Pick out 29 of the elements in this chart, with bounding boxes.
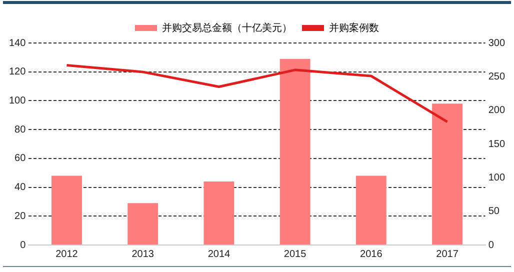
x-tick-label: 2017 [436,248,459,260]
y-tick-label: 0 [20,240,26,251]
y2-tick-label: 250 [488,71,506,82]
legend-label: 并购案例数 [329,22,379,34]
y-tick-label: 20 [14,210,26,222]
x-tick-label: 2016 [360,248,383,260]
y-tick-label: 80 [14,124,26,136]
y2-tick-label: 150 [488,138,506,150]
bar [356,176,386,244]
bar [52,176,82,244]
y2-tick-label: 0 [488,240,494,251]
y-tick-label: 120 [8,66,26,78]
x-tick-label: 2015 [284,248,307,260]
y2-tick-label: 300 [488,38,506,49]
y2-tick-label: 200 [488,105,506,116]
y2-tick-label: 100 [488,172,506,184]
x-tick-label: 2012 [56,248,78,260]
x-tick-label: 2013 [132,248,154,260]
y2-tick-label: 50 [488,206,500,218]
x-tick-label: 2014 [208,248,231,260]
y-tick-label: 140 [8,38,26,49]
bar [128,203,158,244]
bar [280,58,310,244]
legend-label: 并购交易总金额（十亿美元） [162,22,292,34]
bar [432,104,462,244]
y-tick-label: 60 [14,153,26,164]
y-tick-label: 40 [14,182,26,194]
y-tick-label: 100 [8,95,26,106]
bar [204,182,234,244]
